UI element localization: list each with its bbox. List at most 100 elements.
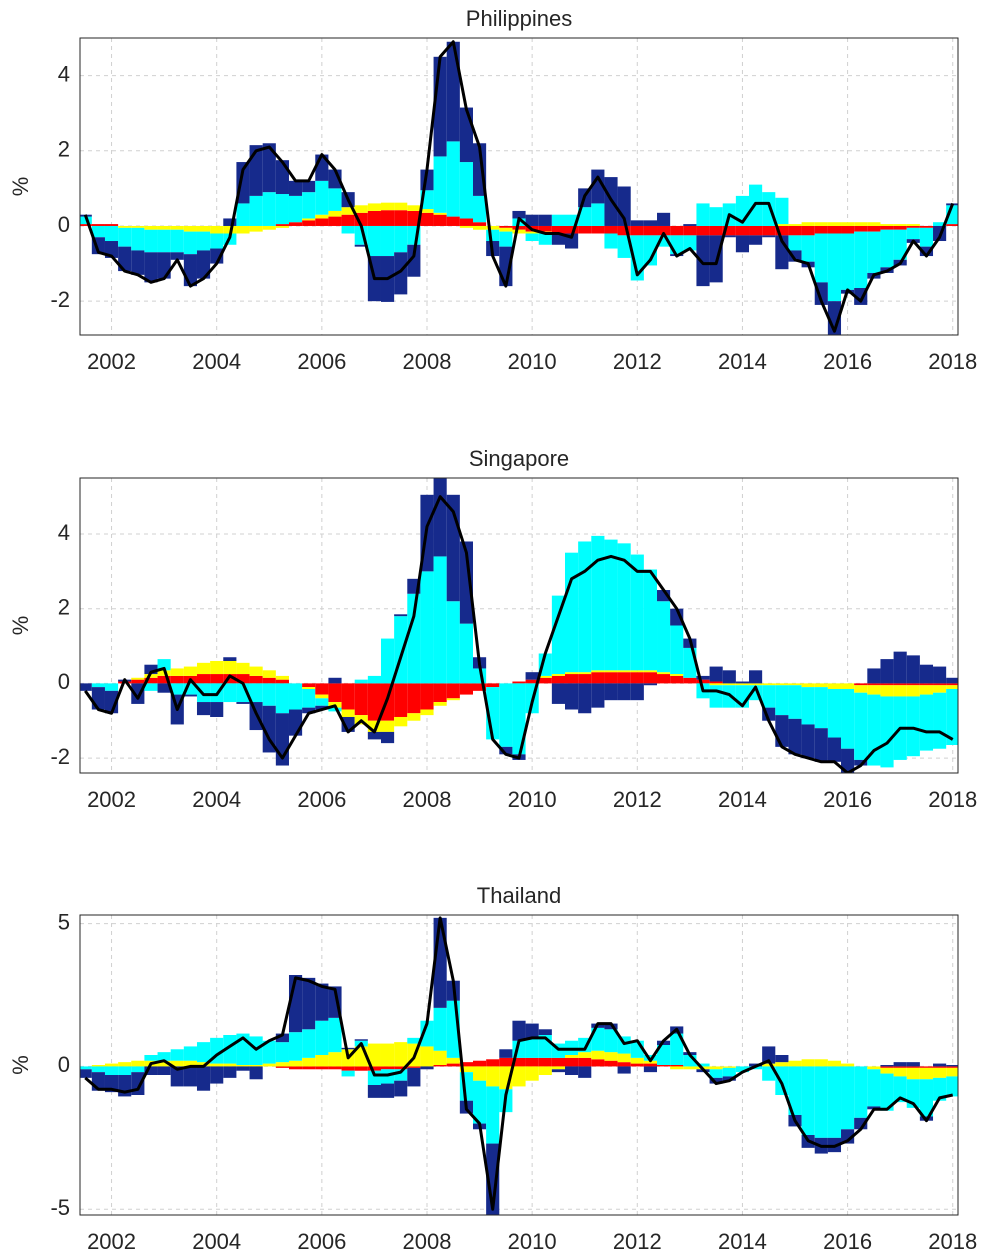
x-tick-label: 2010 bbox=[508, 1229, 557, 1254]
bar-segment bbox=[341, 214, 355, 226]
bar-segment bbox=[472, 1080, 487, 1124]
bar-segment bbox=[643, 1055, 658, 1061]
bar-segment bbox=[591, 683, 605, 708]
bar-segment bbox=[472, 225, 487, 230]
bar-segment bbox=[170, 1060, 184, 1067]
line bbox=[83, 40, 955, 333]
bar-segment bbox=[683, 1055, 697, 1067]
bar-segment bbox=[880, 229, 894, 268]
bar-segment bbox=[854, 222, 868, 226]
bar-segment bbox=[223, 683, 237, 703]
bar-segment bbox=[341, 1066, 355, 1071]
bar-segment bbox=[841, 1063, 855, 1067]
bar-segment bbox=[604, 670, 618, 673]
bar-segment bbox=[131, 1060, 145, 1067]
bar-segment bbox=[262, 1040, 276, 1064]
bar-segment bbox=[341, 683, 355, 710]
bar-segment bbox=[394, 252, 408, 295]
bar-segment bbox=[643, 670, 658, 673]
y-tick-label: 2 bbox=[58, 137, 70, 162]
bar-segment bbox=[249, 683, 263, 703]
x-tick-label: 2018 bbox=[928, 787, 977, 812]
bar-segment bbox=[459, 162, 473, 219]
bar-segment bbox=[946, 688, 958, 745]
bar-segment bbox=[328, 210, 342, 217]
bar-segment bbox=[262, 705, 276, 753]
bar-segment bbox=[446, 216, 460, 226]
bar-segment bbox=[657, 1065, 671, 1067]
x-tick-label: 2004 bbox=[192, 349, 241, 374]
bar-segment bbox=[538, 214, 552, 226]
bar-segment bbox=[407, 713, 421, 721]
bar-segment bbox=[354, 1066, 368, 1071]
bar-segment bbox=[315, 983, 329, 1021]
bar-segment bbox=[367, 1085, 381, 1098]
bar-segment bbox=[814, 1059, 828, 1067]
x-tick-label: 2016 bbox=[823, 349, 872, 374]
bar-segment bbox=[525, 679, 539, 684]
bar-segment bbox=[630, 683, 644, 701]
bar-segment bbox=[275, 1066, 289, 1068]
bar-segment bbox=[749, 235, 763, 245]
y-tick-label: 4 bbox=[58, 520, 70, 545]
chart-title: Thailand bbox=[477, 883, 561, 908]
bar-segment bbox=[302, 977, 316, 1030]
bar-segment bbox=[841, 683, 855, 689]
bar-segment bbox=[735, 1066, 750, 1073]
bar-segment bbox=[157, 675, 171, 684]
bar-segment bbox=[144, 1066, 158, 1075]
bar-segment bbox=[183, 683, 197, 695]
bar-segment bbox=[854, 1066, 868, 1118]
bar-segment bbox=[880, 683, 894, 686]
bar-segment bbox=[578, 674, 592, 684]
bar-segment bbox=[302, 683, 316, 688]
y-axis-label: % bbox=[8, 616, 33, 636]
bar-segment bbox=[775, 197, 789, 225]
bar-segment bbox=[341, 207, 355, 215]
bar-segment bbox=[801, 222, 815, 226]
bar-segment bbox=[814, 233, 828, 283]
bar-segment bbox=[275, 1062, 289, 1067]
bar-segment bbox=[262, 143, 276, 193]
bar-segment bbox=[394, 202, 408, 211]
bar-segment bbox=[893, 1062, 907, 1067]
bar-segment bbox=[380, 1043, 395, 1067]
bar-segment bbox=[459, 541, 473, 624]
x-tick-label: 2010 bbox=[508, 349, 557, 374]
bar-segment bbox=[670, 1066, 684, 1070]
bar-segment bbox=[288, 195, 303, 223]
bar-segment bbox=[735, 235, 750, 253]
bar-segment bbox=[919, 683, 934, 686]
bar-segment bbox=[512, 229, 526, 234]
bar-segment bbox=[157, 1066, 171, 1075]
bar-segment bbox=[880, 1066, 894, 1068]
bar-segment bbox=[354, 683, 368, 716]
bar-segment bbox=[472, 195, 487, 223]
bar-segment bbox=[722, 683, 736, 686]
bar-segment bbox=[367, 683, 381, 721]
x-tick-label: 2008 bbox=[403, 787, 452, 812]
bar-segment bbox=[919, 1067, 934, 1080]
bar-segment bbox=[380, 720, 395, 732]
bar-segment bbox=[170, 675, 184, 684]
bar-segment bbox=[210, 233, 224, 249]
bar-segment bbox=[933, 1063, 947, 1067]
bar-segment bbox=[315, 1020, 329, 1055]
bar-segment bbox=[880, 1073, 894, 1111]
bar-segment bbox=[249, 675, 263, 684]
bar-segment bbox=[827, 737, 842, 762]
bar-segment bbox=[630, 1063, 644, 1067]
bar-segment bbox=[919, 664, 934, 684]
bar-segment bbox=[288, 222, 303, 226]
bar-segment bbox=[394, 210, 408, 226]
bar-segment bbox=[709, 1077, 723, 1084]
bar-segment bbox=[183, 231, 197, 255]
bar-segment bbox=[604, 539, 618, 671]
bar-segment bbox=[354, 244, 368, 247]
bar-segment bbox=[867, 685, 881, 695]
bar-segment bbox=[696, 679, 710, 684]
bar-segment bbox=[538, 1029, 552, 1035]
bar-segment bbox=[657, 1045, 671, 1065]
plot-area bbox=[80, 38, 958, 335]
bar-segment bbox=[341, 225, 355, 234]
